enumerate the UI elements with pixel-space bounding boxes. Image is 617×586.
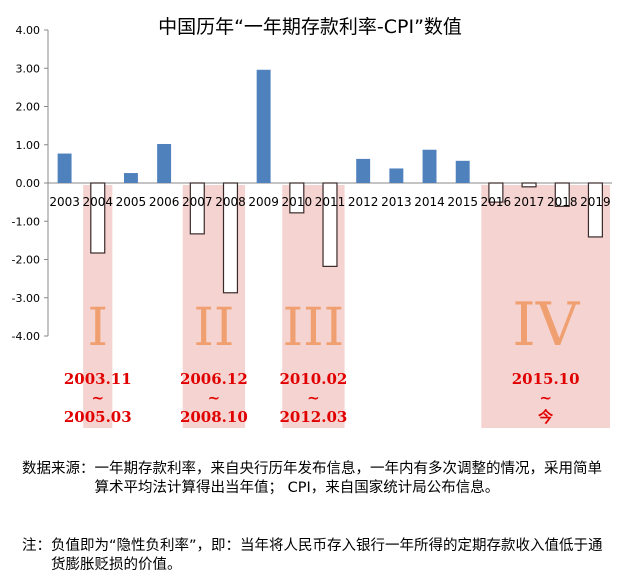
bar-2007 xyxy=(189,182,205,235)
bar-2010 xyxy=(289,182,305,214)
x-tick-label: 2016 xyxy=(481,195,512,209)
data-source-note: 数据来源： 一年期存款利率，来自央行历年发布信息，一年内有多次调整的情况，采用简… xyxy=(22,460,612,498)
region-tilde: ~ xyxy=(307,389,320,407)
x-tick-label: 2015 xyxy=(447,195,478,209)
x-tick-label: 2008 xyxy=(215,195,246,209)
x-tick-label: 2010 xyxy=(282,195,313,209)
x-tick-label: 2018 xyxy=(547,195,578,209)
x-tick-label: 2013 xyxy=(381,195,412,209)
y-tick-label: -3.00 xyxy=(12,292,40,305)
region-labels: I2003.11~2005.03II2006.12~2008.10III2010… xyxy=(64,290,581,426)
x-tick-label: 2014 xyxy=(414,195,445,209)
bar-2013 xyxy=(389,168,404,183)
region-start-date: 2003.11 xyxy=(64,370,132,388)
y-tick-label: 3.00 xyxy=(16,62,41,75)
note-text: 负值即为“隐性负利率”，即：当年将人民币存入银行一年所得的定期存款收入值低于通货… xyxy=(51,538,603,573)
region-end-date: 今 xyxy=(537,408,553,426)
region-tilde: ~ xyxy=(539,389,552,407)
x-tick-label: 2019 xyxy=(580,195,611,209)
bar-2005 xyxy=(123,173,138,183)
x-tick-label: 2005 xyxy=(116,195,147,209)
bars xyxy=(57,69,603,294)
region-end-date: 2012.03 xyxy=(279,408,347,426)
y-axis: 4.00 3.00 2.00 1.00 0.00 -1.00 -2.00 -3.00 -4.00 xyxy=(12,24,612,343)
bar-2015 xyxy=(455,160,470,183)
bar-2018 xyxy=(554,182,570,207)
y-tick-label: -1.00 xyxy=(12,215,40,228)
bar-2003 xyxy=(57,153,72,183)
source-label: 数据来源： xyxy=(22,461,95,477)
y-tick-label: 2.00 xyxy=(16,101,41,114)
region-end-date: 2008.10 xyxy=(180,408,248,426)
note-label: 注： xyxy=(22,538,51,554)
x-tick-label: 2009 xyxy=(248,195,279,209)
x-tick-label: 2007 xyxy=(182,195,213,209)
bar-2011 xyxy=(322,182,338,267)
y-tick-label: 4.00 xyxy=(16,24,41,37)
region-roman-label: IV xyxy=(512,290,581,360)
region-roman-label: III xyxy=(283,298,345,358)
y-tick-label: 1.00 xyxy=(16,139,41,152)
bar-2004 xyxy=(90,182,106,254)
region-tilde: ~ xyxy=(91,389,104,407)
region-roman-label: I xyxy=(87,298,108,358)
bar-2019 xyxy=(587,182,603,238)
bar-2006 xyxy=(157,143,172,183)
x-tick-labels: 2003 2004 2005 2006 2007 2008 2009 2010 2011 2012… xyxy=(49,195,610,209)
x-tick-label: 2012 xyxy=(348,195,379,209)
x-tick-label: 2011 xyxy=(315,195,346,209)
region-end-date: 2005.03 xyxy=(64,408,132,426)
bar-chart: 4.00 3.00 2.00 1.00 0.00 -1.00 -2.00 -3.00 -4.00… xyxy=(12,16,612,428)
bar-2009 xyxy=(256,69,271,183)
bar-2012 xyxy=(356,158,371,183)
bar-2016 xyxy=(488,182,504,203)
x-tick-label: 2004 xyxy=(82,195,113,209)
region-start-date: 2010.02 xyxy=(279,370,347,388)
y-tick-label: -4.00 xyxy=(12,330,40,343)
footnote: 注： 负值即为“隐性负利率”，即：当年将人民币存入银行一年所得的定期存款收入值低… xyxy=(22,537,612,575)
bar-2008 xyxy=(222,182,239,294)
source-text: 一年期存款利率，来自央行历年发布信息，一年内有多次调整的情况，采用简单算术平均法… xyxy=(94,461,603,496)
bar-2014 xyxy=(422,149,437,183)
y-tick-label: 0.00 xyxy=(16,177,41,190)
region-start-date: 2015.10 xyxy=(512,370,580,388)
x-tick-label: 2017 xyxy=(514,195,545,209)
x-tick-label: 2003 xyxy=(49,195,80,209)
region-roman-label: II xyxy=(193,298,234,358)
bar-2017 xyxy=(521,182,537,188)
region-tilde: ~ xyxy=(208,389,221,407)
region-start-date: 2006.12 xyxy=(180,370,248,388)
y-tick-label: -2.00 xyxy=(12,254,40,267)
x-tick-label: 2006 xyxy=(149,195,180,209)
chart-title: 中国历年“一年期存款利率-CPI”数值 xyxy=(158,16,462,38)
